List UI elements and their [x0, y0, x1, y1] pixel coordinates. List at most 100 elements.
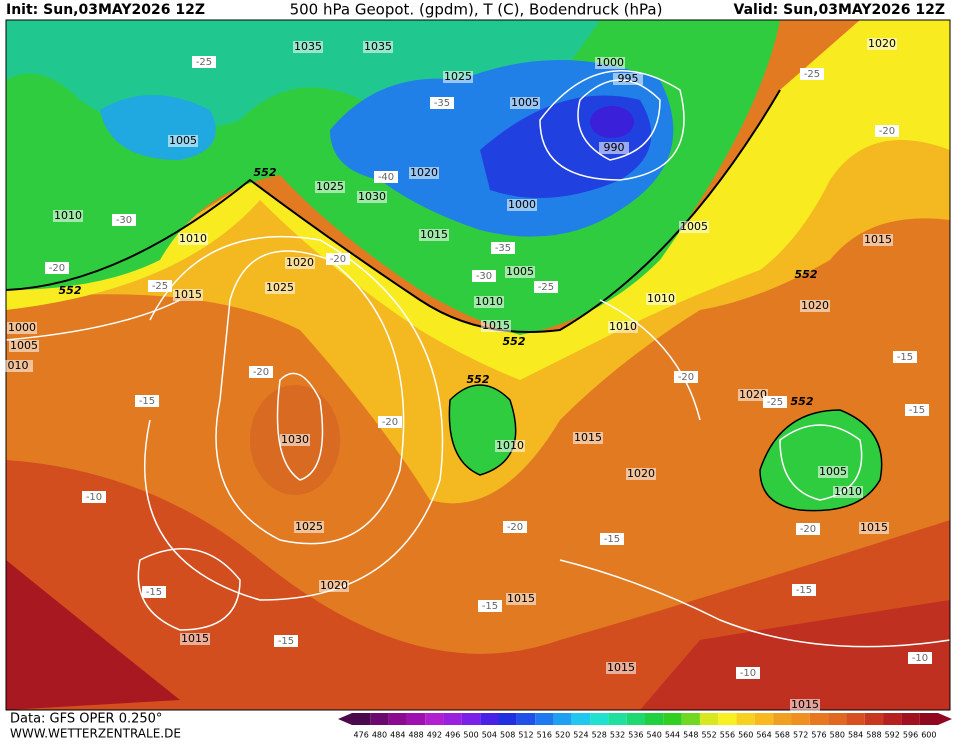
temperature-label: -20 [507, 522, 523, 533]
temperature-label: -20 [678, 372, 694, 383]
colorbar-label: 592 [885, 731, 900, 740]
isobar-label: 995 [618, 72, 639, 85]
isobar-label-bg [646, 293, 676, 305]
hot-core [640, 600, 950, 710]
temperature-label: -20 [879, 126, 895, 137]
isobar-label: 1030 [358, 190, 386, 203]
isobar-label-bg [505, 266, 535, 278]
isobar-label: 1010 [475, 295, 503, 308]
temperature-label-bg [796, 523, 820, 535]
temperature-label-bg [478, 600, 502, 612]
isobar-label: 1025 [444, 70, 472, 83]
data-source: Data: GFS OPER 0.250° [10, 712, 162, 727]
temperature-label: -25 [538, 282, 554, 293]
colorbar-label: 512 [518, 731, 533, 740]
colorbar-label: 556 [720, 731, 735, 740]
isobar-label-bg [294, 521, 324, 533]
isobar-label: 1030 [281, 433, 309, 446]
temperature-label: -10 [912, 653, 928, 664]
isobar-label: 1035 [364, 40, 392, 53]
temperature-label-bg [792, 584, 816, 596]
colorbar-label: 584 [848, 731, 863, 740]
temperature-label-bg [908, 652, 932, 664]
colorbar-swatch [718, 713, 737, 725]
isobar-label-bg [285, 257, 315, 269]
colorbar-label: 540 [647, 731, 662, 740]
isobar-label: 1015 [607, 661, 635, 674]
isobar-label-bg [507, 199, 537, 211]
colorbar-label: 500 [463, 731, 478, 740]
temperature-label-bg [905, 404, 929, 416]
isobar-label: 1010 [834, 485, 862, 498]
temperature-label: -15 [897, 352, 913, 363]
colorbar-label: 564 [756, 731, 771, 740]
geopotential-label: 552 [791, 395, 814, 408]
colorbar-label: 596 [903, 731, 918, 740]
temperature-label-bg [142, 586, 166, 598]
isobar-label: 1005 [819, 465, 847, 478]
temperature-label-bg [148, 280, 172, 292]
temperature-label-bg [875, 125, 899, 137]
temperature-label: -20 [800, 524, 816, 535]
temperature-label-bg [326, 253, 350, 265]
colorbar-swatch [480, 713, 499, 725]
colorbar-swatch [626, 713, 645, 725]
colorbar-label: 548 [683, 731, 698, 740]
isobar-label-bg [506, 593, 536, 605]
temperature-label: -35 [434, 98, 450, 109]
temperature-label: -15 [482, 601, 498, 612]
isobar-label-bg [443, 71, 473, 83]
colorbar-swatch [388, 713, 407, 725]
isobar-label: 1015 [864, 233, 892, 246]
colorbar: 476 480 484 488 492 496 500 504 508 512 516 520 524 5… [338, 713, 952, 740]
colorbar-swatch [828, 713, 847, 725]
colorbar-swatch [663, 713, 682, 725]
colorbar-label: 600 [921, 731, 936, 740]
colorbar-label: 480 [372, 731, 387, 740]
temperature-label-bg [763, 396, 787, 408]
geopotential-label: 552 [59, 284, 82, 297]
cut-off-low [449, 385, 516, 475]
isobar-label: 1015 [860, 521, 888, 534]
colorbar-swatch [370, 713, 389, 725]
552-contour [5, 89, 781, 333]
site-credit: WWW.WETTERZENTRALE.DE [10, 727, 181, 741]
temperature-label-bg [800, 68, 824, 80]
colorbar-label: 572 [793, 731, 808, 740]
isobar-label-bg [800, 300, 830, 312]
isobar-label: 1005 [10, 339, 38, 352]
temperature-label-bg [430, 97, 454, 109]
colorbar-swatch [352, 713, 371, 725]
temperature-label: -25 [152, 281, 168, 292]
temperature-label-bg [736, 667, 760, 679]
temperature-label-bg [192, 56, 216, 68]
isobar-label-bg [419, 229, 449, 241]
temperature-label-bg [503, 521, 527, 533]
temperature-label: -40 [378, 172, 394, 183]
isobar-label: 1010 [609, 320, 637, 333]
temperature-label: -15 [278, 636, 294, 647]
isobar-label-bg [173, 289, 203, 301]
colorbar-swatch [535, 713, 554, 725]
colorbar-label: 492 [427, 731, 442, 740]
isobar-label-bg [608, 321, 638, 333]
isobar-label: 1015 [574, 431, 602, 444]
temperature-label: -25 [767, 397, 783, 408]
temperature-label: -35 [495, 243, 511, 254]
isobar-label-bg [409, 167, 439, 179]
colorbar-arrow [938, 713, 952, 725]
temperature-label-bg [378, 416, 402, 428]
isobar-label: 1000 [508, 198, 536, 211]
colorbar-label: 544 [665, 731, 680, 740]
isobar-label-bg [818, 466, 848, 478]
isobar-label-bg [280, 434, 310, 446]
isobar-label-bg [9, 340, 39, 352]
isobar-label-bg [315, 181, 345, 193]
colorbar-label: 524 [573, 731, 588, 740]
colorbar-swatch [443, 713, 462, 725]
isobar-label-bg [613, 73, 643, 85]
temperature-label-bg [534, 281, 558, 293]
isobar-label-bg [168, 135, 198, 147]
temperature-label-bg [45, 262, 69, 274]
